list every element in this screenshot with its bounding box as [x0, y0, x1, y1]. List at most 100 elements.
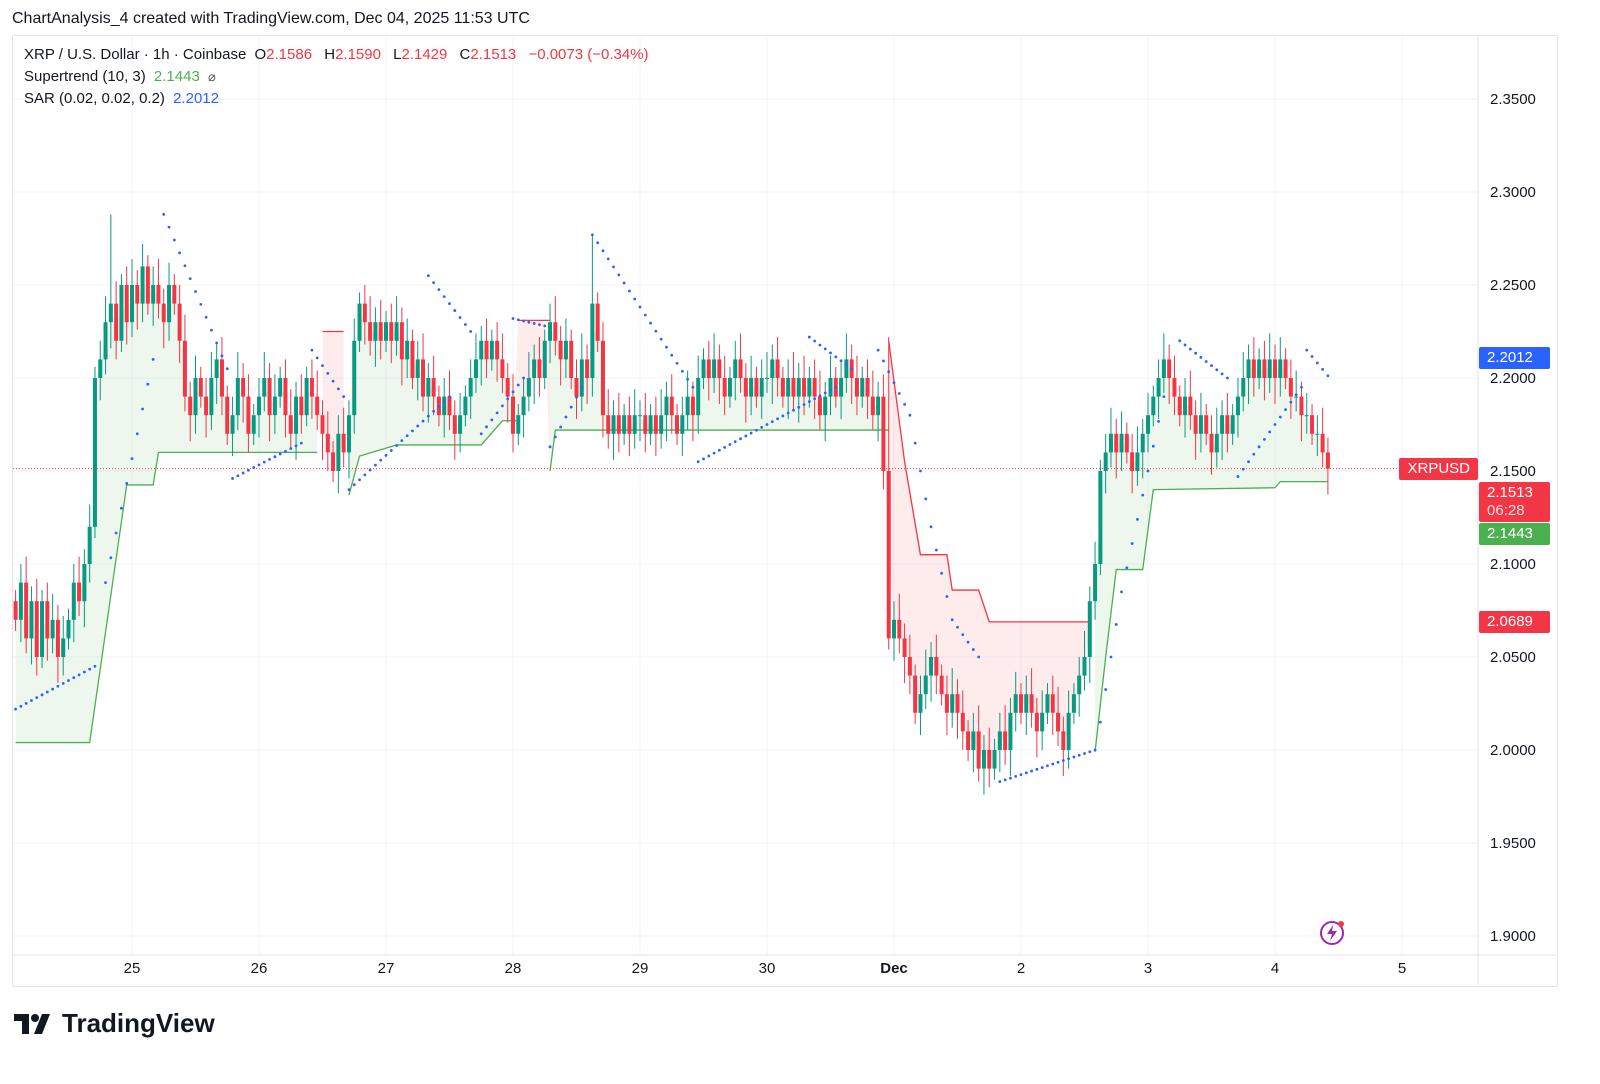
x-tick-label: 3	[1144, 960, 1152, 977]
sar-dot	[109, 556, 113, 560]
candle-body	[193, 378, 198, 416]
sar-dot	[1321, 367, 1325, 371]
sar-dot	[130, 457, 134, 460]
candle-body	[288, 415, 293, 434]
candle-body	[45, 601, 50, 639]
sar-dot	[1067, 757, 1071, 761]
candle-body	[511, 396, 515, 434]
candle-body	[98, 359, 103, 378]
sar-dot	[167, 225, 171, 229]
candle-body	[336, 433, 341, 471]
sar-dot	[1040, 766, 1044, 769]
sar-dot	[1178, 339, 1182, 343]
candle-body	[1177, 396, 1182, 416]
sar-dot	[331, 379, 335, 383]
candle-body	[1056, 712, 1061, 732]
sar-dot	[649, 321, 652, 325]
candle-body	[1108, 433, 1113, 453]
sar-dot	[813, 339, 817, 343]
candle-body	[706, 359, 711, 378]
bar-countdown: 06:28	[1487, 502, 1525, 519]
candle-body	[585, 359, 590, 378]
x-tick-label: 30	[759, 960, 776, 977]
sar-dot	[299, 441, 303, 445]
lightning-icon[interactable]	[1318, 919, 1346, 952]
candle-body	[1246, 359, 1251, 378]
sar-dot	[945, 595, 949, 598]
candle-body	[622, 415, 627, 434]
sar-dot	[839, 359, 843, 363]
sar-dot	[342, 395, 346, 398]
candle-body	[1024, 694, 1029, 713]
supertrend-label[interactable]: Supertrend (10, 3)	[24, 68, 146, 85]
candle-body	[230, 415, 235, 434]
sar-dot	[1188, 347, 1192, 351]
sar-dot	[469, 330, 473, 333]
x-tick-label: 27	[378, 960, 395, 977]
candle-body	[743, 378, 748, 397]
sar-dot	[739, 437, 742, 441]
sar-dot	[691, 385, 695, 389]
supertrend-price-tag: 2.1443	[1479, 523, 1550, 545]
sar-dot	[575, 395, 578, 399]
sar-dot	[289, 447, 293, 450]
candle-body	[1288, 378, 1293, 397]
sar-dot	[1326, 374, 1330, 378]
symbol-title[interactable]: XRP / U.S. Dollar · 1h · Coinbase	[24, 46, 247, 63]
candle-body	[865, 378, 870, 397]
sar-dot	[776, 417, 779, 421]
high-label: H	[324, 46, 336, 63]
sar-dot	[511, 317, 515, 320]
candle-body	[257, 396, 261, 416]
sar-label[interactable]: SAR (0.02, 0.02, 0.2)	[24, 90, 165, 107]
sar-dot	[1215, 368, 1219, 372]
sar-dot	[268, 458, 271, 461]
sar-dot	[77, 673, 81, 677]
candle-body	[727, 378, 732, 397]
candle-body	[950, 694, 955, 713]
candle-body	[542, 340, 547, 378]
sar-dot	[215, 341, 219, 345]
sar-dot	[1030, 769, 1033, 773]
candle-body	[283, 378, 288, 416]
candle-body	[627, 415, 632, 434]
open-value: 2.1586	[266, 46, 313, 63]
candle-body	[1299, 396, 1304, 416]
candle-body	[1278, 359, 1283, 378]
tradingview-logo[interactable]: TradingView	[14, 1008, 215, 1039]
candle-body	[722, 378, 727, 397]
candle-body	[653, 415, 658, 434]
candle-body	[574, 378, 579, 397]
candle-body	[992, 750, 997, 769]
symbol-price-tag: XRPUSD	[1399, 457, 1478, 480]
candle-body	[616, 415, 621, 434]
sar-dot	[744, 434, 748, 438]
sar-dot	[1098, 720, 1102, 724]
sar-dot	[125, 482, 129, 485]
candle-body	[1230, 415, 1235, 434]
sar-dot	[1088, 750, 1092, 754]
supertrend-line-down	[888, 340, 1090, 623]
candle-body	[225, 396, 230, 434]
sar-dot	[1130, 542, 1134, 545]
candle-body	[1130, 452, 1135, 471]
sar-dot	[924, 497, 928, 501]
sar-price-tag: 2.2012	[1479, 347, 1550, 369]
sar-dot	[628, 289, 631, 293]
candle-body	[410, 340, 415, 378]
candle-body	[1294, 396, 1299, 398]
sar-dot	[1093, 748, 1097, 752]
sar-dot	[622, 281, 626, 285]
candle-body	[923, 675, 928, 695]
sar-dot	[1268, 430, 1272, 434]
candle-body	[828, 378, 833, 397]
sar-dot	[654, 329, 658, 333]
sar-dot	[1157, 420, 1160, 423]
candle-body	[61, 638, 66, 657]
candle-body	[394, 322, 399, 341]
sar-dot	[247, 468, 250, 472]
candle-body	[553, 322, 558, 341]
candle-body	[103, 322, 108, 360]
candle-body	[807, 378, 812, 397]
